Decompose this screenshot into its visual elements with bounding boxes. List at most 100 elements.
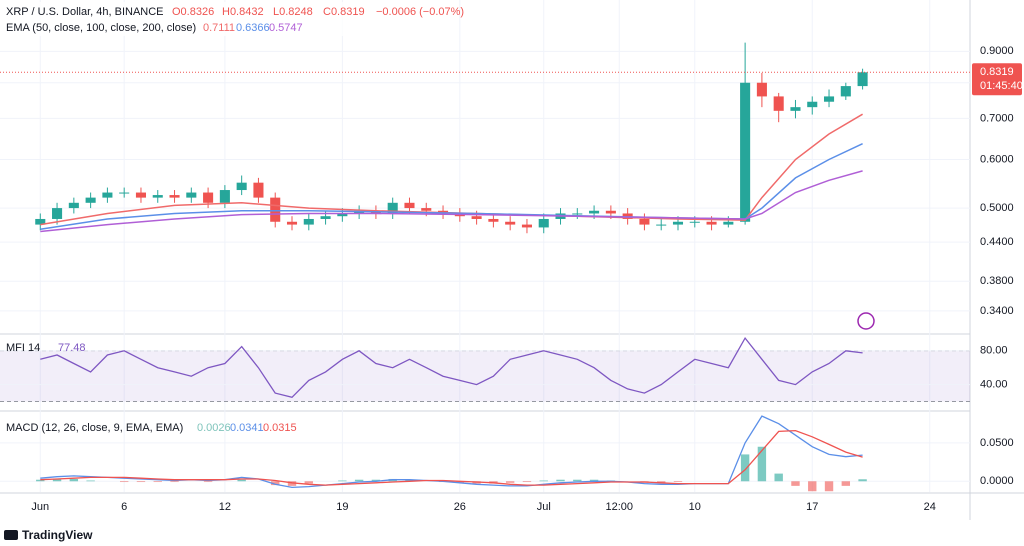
histogram-bar <box>858 479 867 482</box>
y-tick-label: 0.3800 <box>980 275 1014 287</box>
histogram-bar <box>539 480 548 482</box>
x-tick-label: Jun <box>31 501 49 513</box>
ohlc-change: −0.0006 (−0.07%) <box>376 6 464 18</box>
signal-value: 0.0315 <box>263 422 297 434</box>
histogram-bar <box>69 478 79 482</box>
histogram-bar <box>304 481 313 484</box>
last-price-box <box>972 63 1022 96</box>
x-tick-label: Jul <box>537 501 551 513</box>
plot-layers <box>0 0 970 492</box>
mfi-label: MFI 14 <box>6 342 40 354</box>
histogram-bar <box>287 481 297 486</box>
candle-body <box>152 195 163 198</box>
candle-body <box>219 190 230 203</box>
histogram-bar <box>522 481 532 483</box>
candle-body <box>740 82 751 222</box>
y-tick-label: 0.0000 <box>980 475 1014 487</box>
histogram-bar <box>136 481 146 483</box>
candle-body <box>186 192 197 198</box>
candle-body <box>790 107 801 111</box>
histogram-bar <box>505 481 515 483</box>
mfi-band <box>0 350 970 402</box>
candle-body <box>253 182 264 198</box>
candle-body <box>169 195 180 198</box>
candle-body <box>639 218 650 225</box>
alert-icon[interactable] <box>857 312 875 330</box>
histogram-bar <box>455 481 465 483</box>
candle-body <box>572 213 583 215</box>
ema-value: 0.6366 <box>236 22 270 34</box>
candle-body <box>102 192 113 198</box>
histogram-bar <box>556 479 565 482</box>
x-tick-label: 6 <box>121 501 127 513</box>
histogram-bar <box>338 480 347 482</box>
histogram-bar <box>86 480 95 482</box>
candle-body <box>672 221 684 225</box>
mfi-line <box>40 336 863 399</box>
histogram-bar <box>740 454 750 482</box>
histogram-bar <box>170 481 179 483</box>
candle-body <box>538 218 549 228</box>
legend-backdrop <box>0 2 420 36</box>
candle-body <box>387 202 398 214</box>
macd-hist-value: 0.0026 <box>197 422 231 434</box>
candle-body <box>135 192 147 198</box>
histogram-bar <box>757 446 767 482</box>
candle-body <box>85 197 96 203</box>
candle-body <box>689 221 700 223</box>
ohlc-high: H0.8432 <box>222 6 264 18</box>
histogram-bar <box>573 479 582 482</box>
candle-body <box>236 182 247 191</box>
x-tick-label: 26 <box>454 501 466 513</box>
candle-body <box>488 218 499 222</box>
candle-body <box>605 210 616 214</box>
histogram-bar <box>405 479 414 482</box>
candle-body <box>404 202 415 209</box>
y-tick-label: 0.5000 <box>980 202 1014 214</box>
histogram-bar <box>824 481 834 492</box>
candle-body <box>119 192 130 194</box>
histogram-bar <box>841 481 851 486</box>
ohlc-open: O0.8326 <box>172 6 214 18</box>
histogram-bar <box>354 479 364 482</box>
x-tick-label: 12 <box>219 501 231 513</box>
y-tick-label: 0.4400 <box>980 236 1014 248</box>
histogram-bar <box>791 481 800 486</box>
candle-body <box>270 197 281 222</box>
y-tick-label: 0.9000 <box>980 45 1014 57</box>
ohlc-close: C0.8319 <box>323 6 365 18</box>
indicator-label: EMA (50, close, 100, close, 200, close) <box>6 22 196 34</box>
histogram-bar <box>52 478 62 482</box>
histogram-bar <box>808 481 817 492</box>
candle-body <box>840 86 851 97</box>
logo <box>4 530 18 540</box>
candle-body <box>723 221 734 225</box>
histogram-bar <box>203 481 213 483</box>
histogram-bar <box>153 481 162 483</box>
mfi-value: 77.48 <box>58 342 86 354</box>
candle-body <box>52 208 63 219</box>
histogram-bar <box>371 479 381 482</box>
candle-body <box>656 224 667 226</box>
candle-body <box>706 221 717 225</box>
histogram-bar <box>589 479 599 482</box>
macd-line <box>40 429 863 486</box>
candle-body <box>773 96 784 111</box>
histogram-bar <box>237 479 246 482</box>
histogram-bar <box>36 479 45 482</box>
histogram-bar <box>271 481 280 486</box>
candle-body <box>857 72 868 87</box>
y-tick-label: 0.3400 <box>980 305 1014 317</box>
candle-body <box>286 221 298 225</box>
candle-body <box>521 224 532 228</box>
candle-body <box>203 192 214 203</box>
candle-body <box>823 96 835 102</box>
ema-line <box>40 143 863 230</box>
candle-body <box>421 208 432 211</box>
ema-value: 0.7111 <box>203 22 235 34</box>
last-price-label: 0.8319 <box>980 66 1014 78</box>
x-tick-label: 17 <box>806 501 818 513</box>
footer-brand: TradingView <box>22 528 93 542</box>
x-tick-label: 10 <box>689 501 701 513</box>
